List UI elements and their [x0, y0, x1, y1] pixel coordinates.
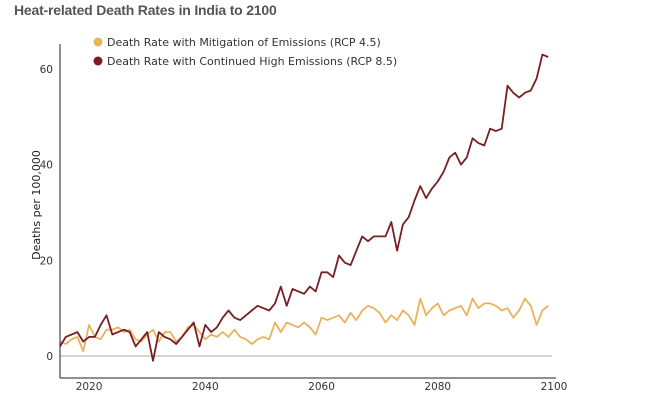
y-tick-label: 40	[40, 160, 53, 172]
x-tick-label: 2020	[76, 381, 103, 393]
legend-marker-rcp45	[93, 37, 103, 47]
x-tick-label: 2040	[192, 381, 219, 393]
y-axis-label: Deaths per 100,000	[30, 150, 43, 260]
x-tick-label: 2100	[541, 381, 568, 393]
chart-title: Heat-related Death Rates in India to 210…	[14, 2, 277, 18]
y-tick-label: 0	[46, 351, 53, 363]
legend-label-rcp45: Death Rate with Mitigation of Emissions …	[107, 36, 381, 49]
series-line-rcp45	[59, 297, 549, 353]
legend: Death Rate with Mitigation of Emissions …	[93, 36, 397, 68]
y-tick-label: 20	[40, 255, 53, 267]
series-line-rcp85	[59, 53, 549, 362]
y-tick-label: 60	[40, 64, 53, 76]
x-tick-label: 2080	[424, 381, 451, 393]
legend-marker-rcp85	[93, 56, 103, 66]
legend-label-rcp85: Death Rate with Continued High Emissions…	[107, 55, 397, 68]
x-tick-label: 2060	[308, 381, 335, 393]
